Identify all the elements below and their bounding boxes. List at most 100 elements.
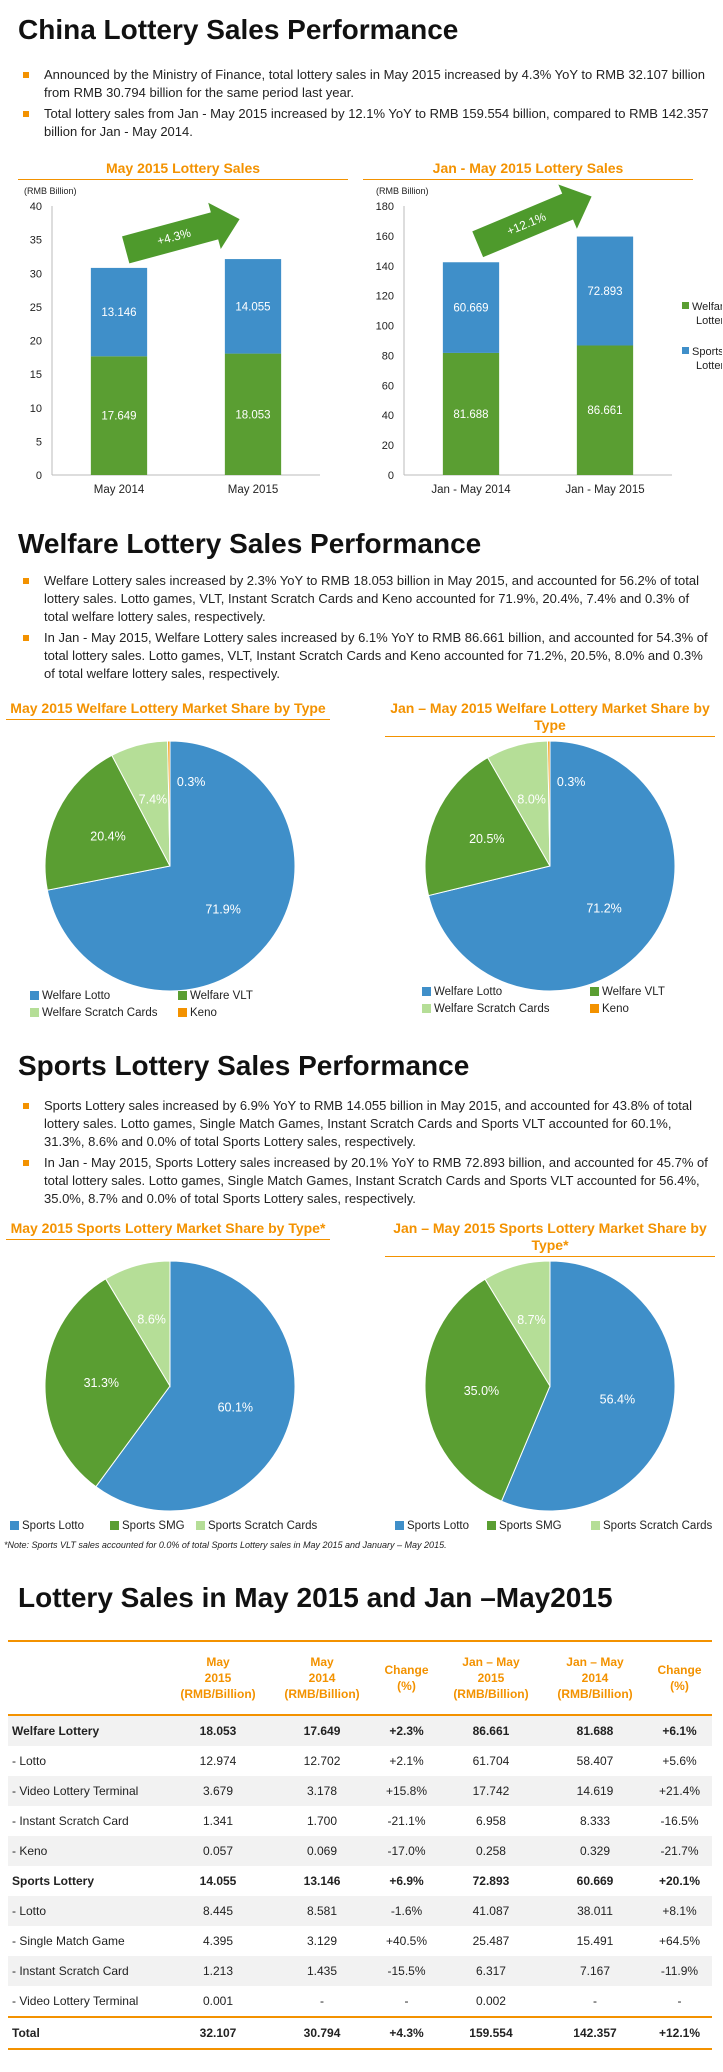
row-label: - Instant Scratch Card xyxy=(12,1814,129,1828)
bar-segment xyxy=(576,345,634,475)
legend-label: Welfare VLT xyxy=(190,990,253,1002)
table-cell: 1.700 xyxy=(307,1814,338,1828)
table-cell: +64.5% xyxy=(658,1934,701,1948)
legend-swatch xyxy=(590,987,599,996)
bar-chart-jan-may: (RMB Billion) 0 20 40 60 80 100 120 140 160 180 81.… xyxy=(376,184,722,496)
table-cell: 0.329 xyxy=(542,1836,647,1866)
legend-item: Welfare Lotto xyxy=(30,990,110,1002)
row-label: Sports Lottery xyxy=(12,1874,95,1888)
table-cell: +20.1% xyxy=(658,1874,701,1888)
legend-label: Welfare Lotto xyxy=(42,990,111,1002)
legend-swatch xyxy=(591,1521,600,1530)
table-cell: +21.4% xyxy=(647,1776,712,1806)
table-cell: 3.178 xyxy=(270,1776,375,1806)
table-cell: +8.1% xyxy=(647,1896,712,1926)
legend-swatch xyxy=(110,1521,119,1530)
table-cell: 8.581 xyxy=(270,1896,375,1926)
legend-label: Sports Lotto xyxy=(22,1520,85,1532)
bar-value-label: 72.893 xyxy=(587,286,622,298)
y-tick-label: 15 xyxy=(30,369,42,381)
table-row: Total 32.107 30.794 +4.3% 159.554 142.357 +12.… xyxy=(8,2016,712,2050)
welfare-section-title: Welfare Lottery Sales Performance xyxy=(18,528,482,559)
welfare-bullets: Welfare Lottery sales increased by 2.3% … xyxy=(20,572,710,686)
legend-item: Welfare Lotto xyxy=(422,986,502,998)
pie-value-label: 71.2% xyxy=(586,901,621,915)
table-cell: 12.702 xyxy=(303,1754,341,1768)
row-label: - Lotto xyxy=(12,1754,47,1768)
pie-chart-sports-jan-may: 56.4% 35.0% 8.7% xyxy=(424,1260,676,1512)
sports-bullet-1: Sports Lottery sales increased by 6.9% Y… xyxy=(20,1097,710,1151)
sports-note: *Note: Sports VLT sales accounted for 0.… xyxy=(4,1540,447,1550)
legend-item: Welfare VLT xyxy=(590,986,665,998)
china-bullet-1: Announced by the Ministry of Finance, to… xyxy=(20,66,710,102)
pie-chart-welfare-jan-may: 71.2% 20.5% 8.0% 0.3% xyxy=(424,740,676,992)
legend-item: Keno xyxy=(590,1003,629,1015)
china-bullet-2: Total lottery sales from Jan - May 2015 … xyxy=(20,105,710,141)
table-cell: 14.055 xyxy=(199,1874,237,1888)
bar-segment xyxy=(442,262,500,353)
table-cell: +12.1% xyxy=(647,2016,712,2050)
table-cell: 3.679 xyxy=(166,1776,271,1806)
y-tick-label: 80 xyxy=(382,350,394,362)
pie-value-label: 7.4% xyxy=(139,792,168,806)
y-tick-label: 20 xyxy=(382,440,394,452)
table-cell: +2.1% xyxy=(389,1754,424,1768)
pie-slice xyxy=(167,740,171,867)
welfare-bullet-1: Welfare Lottery sales increased by 2.3% … xyxy=(20,572,710,626)
table-body: Welfare Lottery 18.053 17.649 +2.3% 86.661 81… xyxy=(8,1715,712,2050)
pie-slice xyxy=(105,1260,171,1388)
table-cell: -1.6% xyxy=(374,1896,439,1926)
legend-item: Sports Scratch Cards xyxy=(591,1520,712,1532)
table-row: - Video Lottery Terminal 0.001 - - 0.002 - - xyxy=(8,1986,712,2017)
table-cell: +5.6% xyxy=(662,1754,697,1768)
x-category-label: Jan - May 2015 xyxy=(565,484,644,496)
legend-label: Welfare Lotto xyxy=(434,986,503,998)
pie-value-label: 0.3% xyxy=(557,775,586,789)
table-cell: 32.107 xyxy=(166,2016,271,2050)
table-cell: 13.146 xyxy=(303,1874,341,1888)
table-cell: +6.9% xyxy=(389,1874,424,1888)
legend-item: Sports SMG xyxy=(110,1520,185,1532)
welfare-bullet-2: In Jan - May 2015, Welfare Lottery sales… xyxy=(20,629,710,683)
table-cell: 72.893 xyxy=(472,1874,510,1888)
row-label: - Keno xyxy=(8,1836,166,1866)
table-cell: 4.395 xyxy=(202,1934,234,1948)
table-cell: 159.554 xyxy=(438,2016,543,2050)
china-section-title: China Lottery Sales Performance xyxy=(18,14,459,45)
legend-swatch xyxy=(30,1008,39,1017)
pie-value-label: 8.0% xyxy=(517,793,546,807)
pie-value-label: 8.7% xyxy=(517,1313,546,1327)
legend-swatch xyxy=(178,1008,187,1017)
table-cell: +6.1% xyxy=(647,1715,712,1746)
pie-value-label: 20.5% xyxy=(469,832,504,846)
table-cell: -21.7% xyxy=(647,1836,712,1866)
table-cell: 25.487 xyxy=(472,1934,510,1948)
pie-slice xyxy=(95,1260,296,1512)
row-label: - Video Lottery Terminal xyxy=(8,1776,166,1806)
growth-arrow-shape xyxy=(472,184,592,258)
table-row: - Video Lottery Terminal 3.679 3.178 +15.8%… xyxy=(8,1776,712,1806)
legend-label: Sports Scratch Cards xyxy=(603,1520,713,1532)
table-row: - Instant Scratch Card 1.213 1.435 -15.5% 6.… xyxy=(8,1956,712,1986)
table-cell: 0.002 xyxy=(475,1994,506,2008)
table-cell: 6.317 xyxy=(438,1956,543,1986)
table-cell: -11.9% xyxy=(647,1956,712,1986)
bar-segment xyxy=(90,356,148,475)
legend-label: Keno xyxy=(602,1003,629,1015)
x-category-label: May 2015 xyxy=(228,484,279,496)
table-row: - Instant Scratch Card 1.341 1.700 -21.1% 6.… xyxy=(8,1806,712,1836)
legend-swatch xyxy=(682,302,689,309)
legend-label: Welfare Scratch Cards xyxy=(42,1007,158,1019)
bar-chart-1-title: May 2015 Lottery Sales xyxy=(18,160,348,180)
row-label: - Instant Scratch Card xyxy=(8,1956,166,1986)
legend-swatch xyxy=(178,991,187,1000)
table-cell: +15.8% xyxy=(374,1776,439,1806)
table-cell: 14.619 xyxy=(542,1776,647,1806)
y-tick-label: 140 xyxy=(376,261,394,273)
legend-label: Sports Lotto xyxy=(407,1520,470,1532)
table-cell: 58.407 xyxy=(576,1754,614,1768)
y-tick-label: 120 xyxy=(376,291,394,303)
table-cell: - xyxy=(404,1994,409,2008)
table-cell: 0.057 xyxy=(166,1836,271,1866)
table-cell: -21.1% xyxy=(387,1814,426,1828)
